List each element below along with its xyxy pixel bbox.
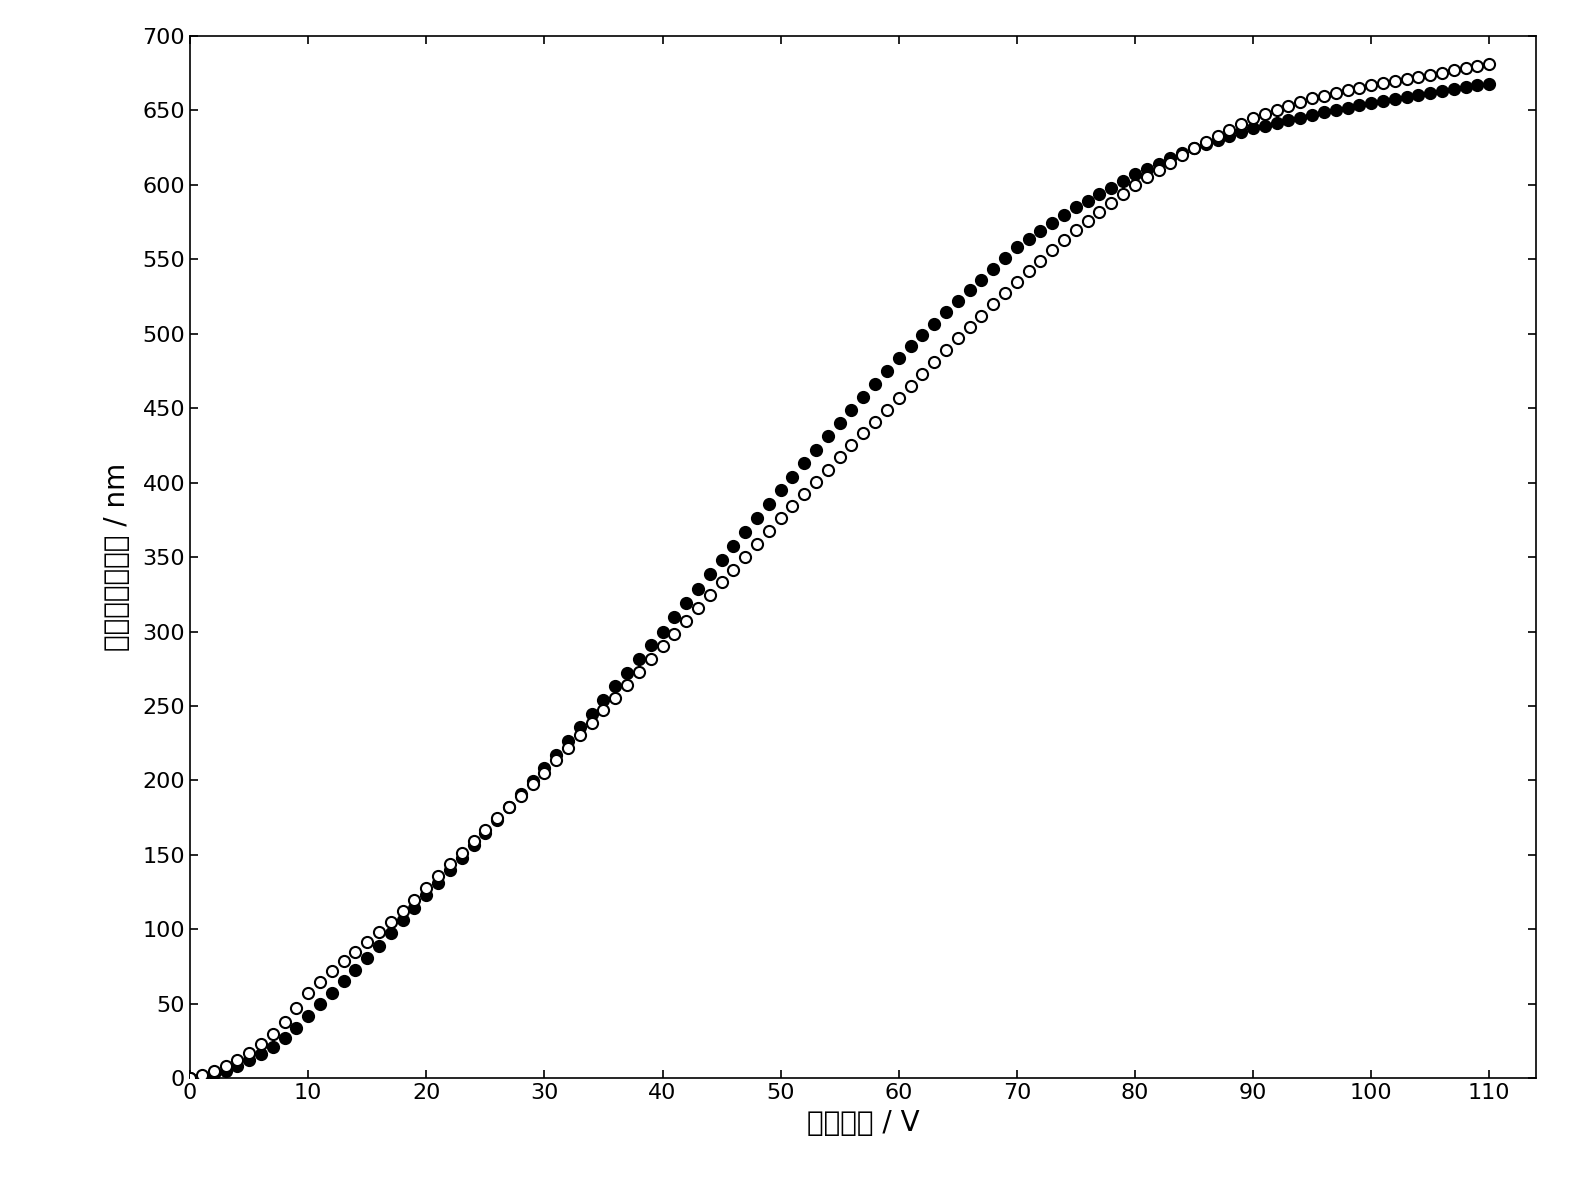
X-axis label: 驱动电压 / V: 驱动电压 / V xyxy=(806,1108,920,1137)
Y-axis label: 压电陶瓷位移量 / nm: 压电陶瓷位移量 / nm xyxy=(103,462,131,652)
